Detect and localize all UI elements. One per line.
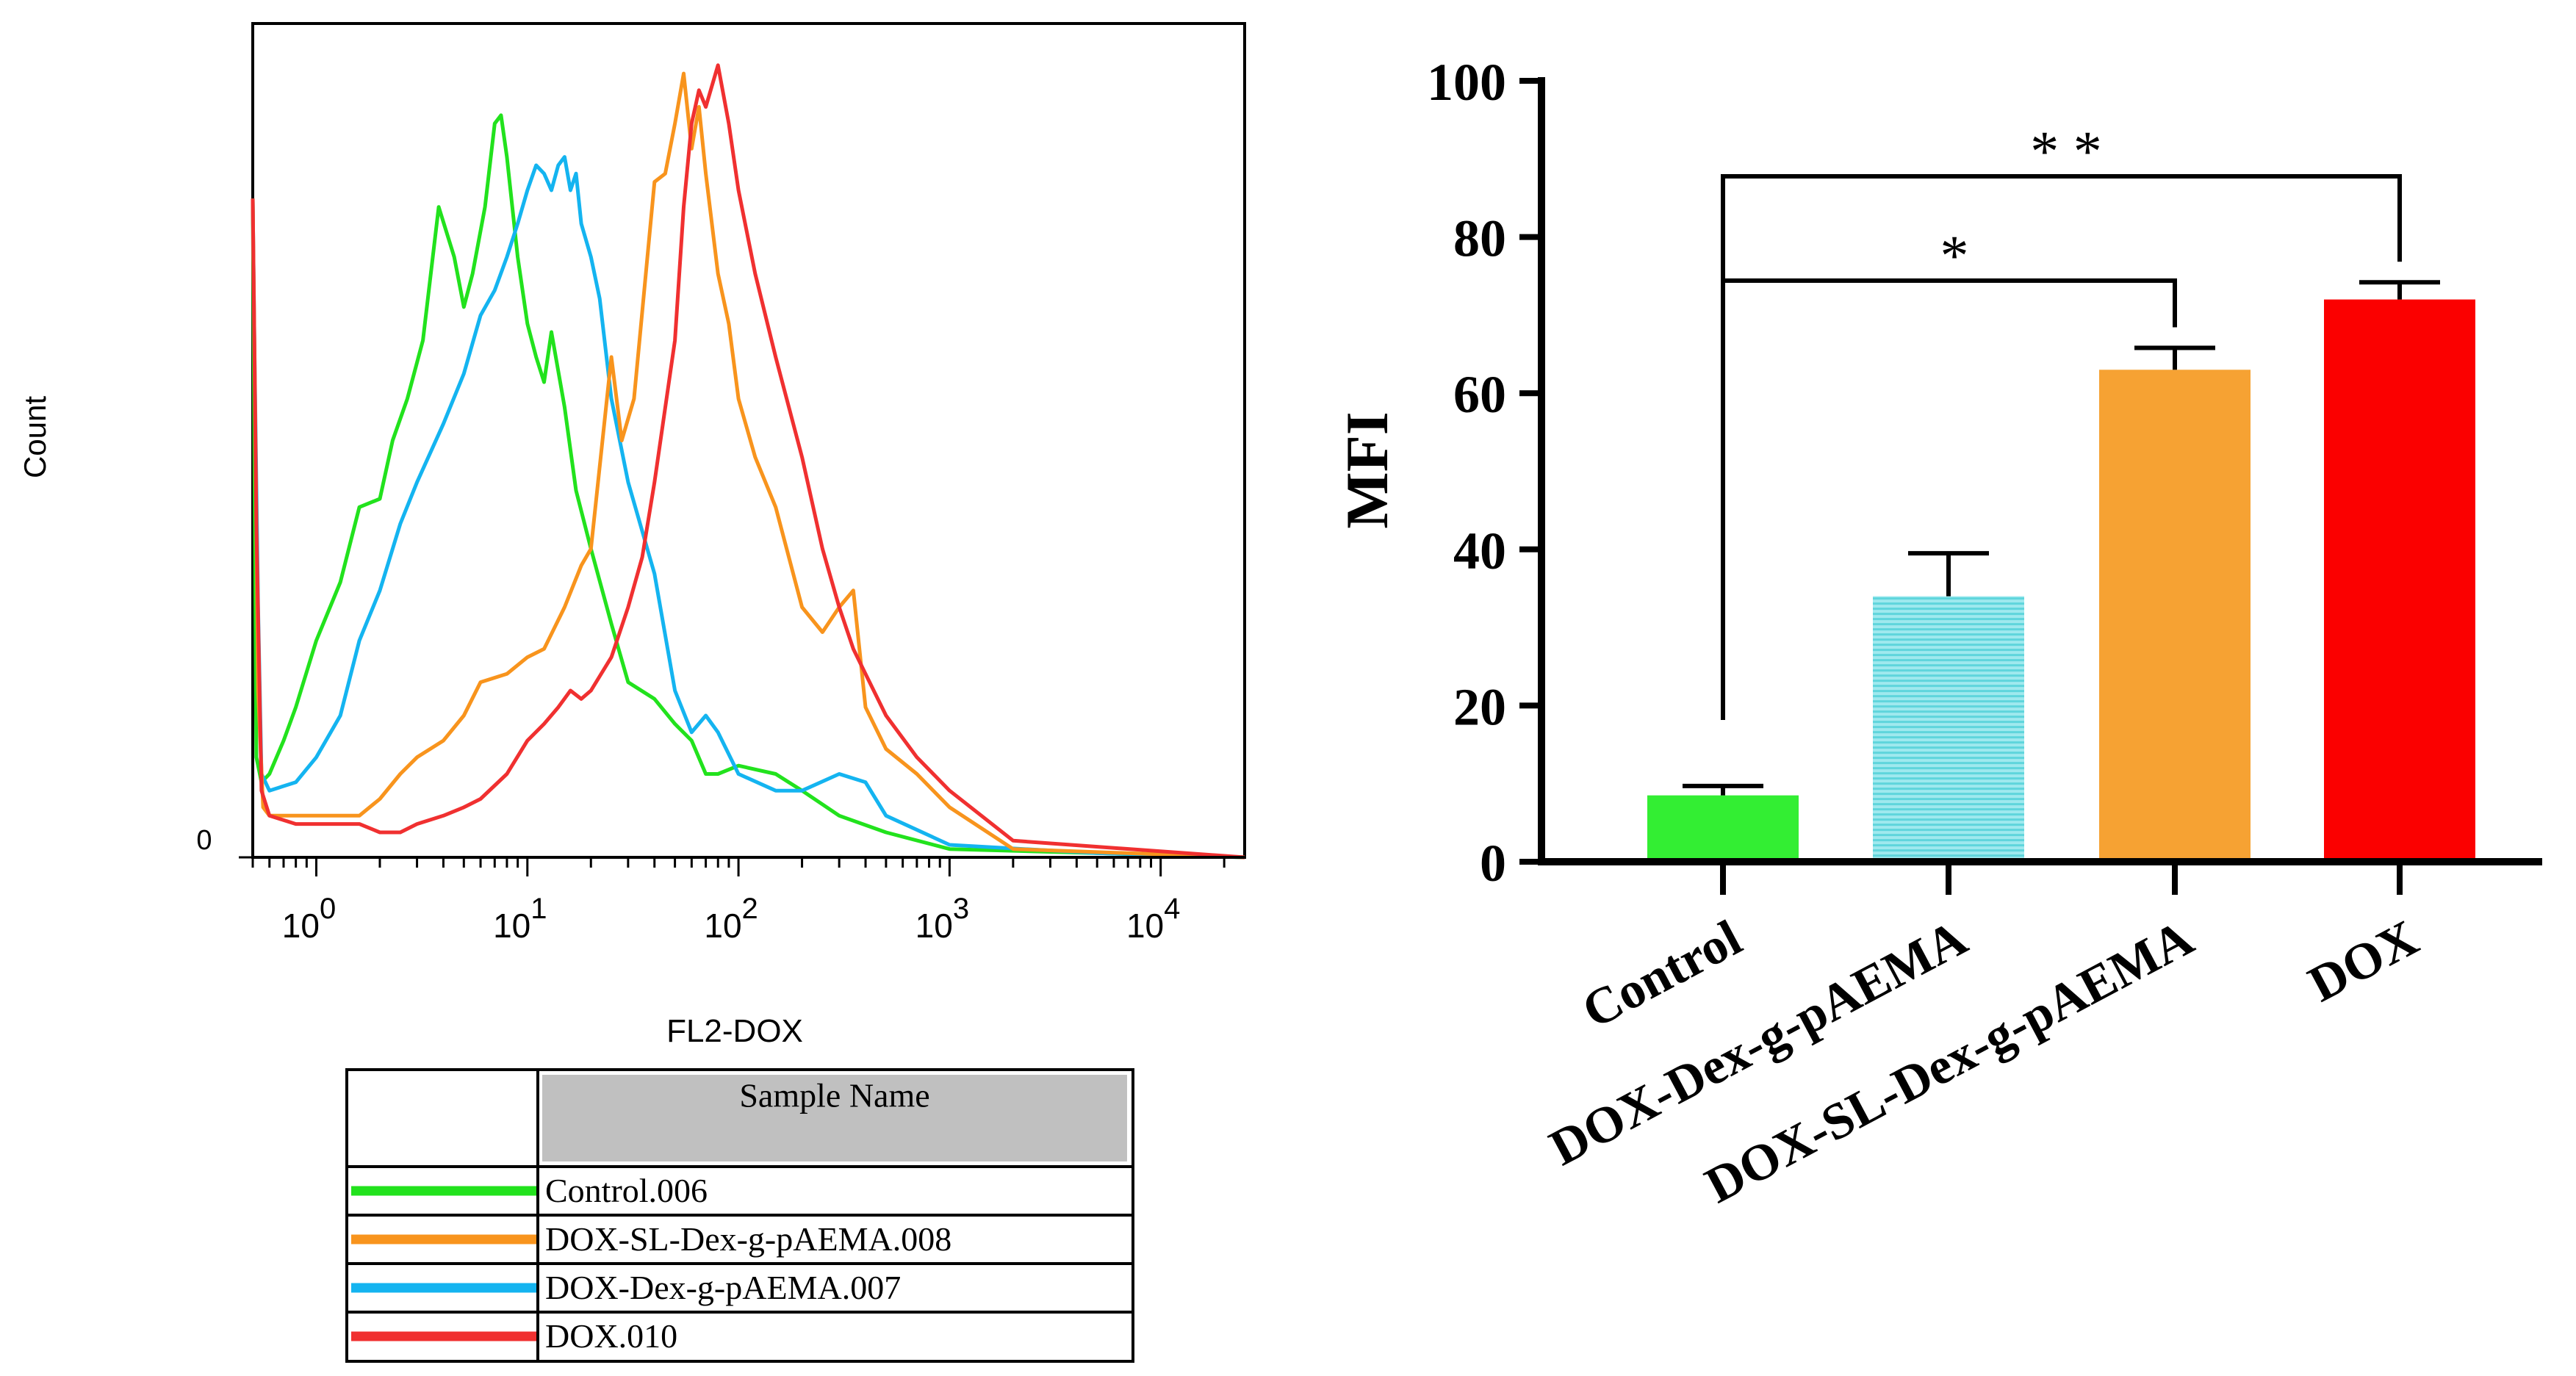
mfi-bar xyxy=(2099,370,2251,862)
mfi-bars xyxy=(1647,299,2475,862)
legend-entry-label: DOX.010 xyxy=(545,1317,677,1355)
significance-label: * * xyxy=(2030,119,2102,183)
histogram-x-tick-label: 100 xyxy=(282,893,336,945)
significance-label: * xyxy=(1940,223,1969,287)
mfi-x-tick-labels: ControlDOX-Dex-g-pAEMADOX-SL-Dex-g-pAEMA… xyxy=(1541,909,2427,1214)
mfi-x-tick-label: DOX xyxy=(2300,909,2428,1013)
significance-bracket xyxy=(1721,174,2402,720)
mfi-y-tick-label: 40 xyxy=(1453,522,1506,580)
mfi-x-tick-label: Control xyxy=(1573,909,1750,1040)
mfi-y-tick-label: 60 xyxy=(1453,365,1506,424)
mfi-bar xyxy=(1647,795,1799,862)
histogram-x-tick-label: 101 xyxy=(493,893,547,945)
histogram-x-tick-label: 104 xyxy=(1126,893,1180,945)
mfi-y-ticks: 0 20 40 60 80 100 xyxy=(1427,53,1541,893)
legend-header-cell xyxy=(539,1072,1130,1164)
histogram-x-ticks xyxy=(251,857,1226,876)
histogram-x-tick-labels: 100 101 102 103 104 xyxy=(282,893,1181,945)
mfi-bar xyxy=(2324,299,2475,862)
histogram-chart: 100 101 102 103 104 0 Count FL2-DOX Sample N… xyxy=(18,22,1246,1363)
mfi-y-tick-label: 80 xyxy=(1453,209,1506,268)
mfi-y-tick-label: 100 xyxy=(1427,53,1506,112)
histogram-y-axis-label: Count xyxy=(18,396,52,478)
legend-entry-label: Control.006 xyxy=(545,1172,708,1209)
mfi-error-bars xyxy=(1683,280,2440,796)
mfi-bar xyxy=(1873,596,2024,862)
legend-rows: Control.006 DOX-SL-Dex-g-pAEMA.008 DOX-Dex… xyxy=(351,1172,951,1355)
legend-entry-label: DOX-Dex-g-pAEMA.007 xyxy=(545,1269,901,1306)
histogram-curves xyxy=(251,63,1245,860)
histogram-x-tick-label: 102 xyxy=(704,893,758,945)
mfi-y-tick-label: 0 xyxy=(1480,834,1506,893)
histogram-x-axis-label: FL2-DOX xyxy=(666,1013,803,1049)
histogram-y-tick-label: 0 xyxy=(196,825,212,856)
histogram-series-dox-dex-g-paema-007 xyxy=(251,155,1245,860)
legend-entry-label: DOX-SL-Dex-g-pAEMA.008 xyxy=(545,1220,951,1258)
histogram-x-tick-label: 103 xyxy=(915,893,969,945)
histogram-series-dox-sl-dex-g-paema-008 xyxy=(251,71,1245,860)
histogram-legend-table: Sample Name Control.006 DOX-SL-Dex-g-pAEM… xyxy=(345,1068,1134,1363)
histogram-series-dox-010 xyxy=(251,63,1245,860)
mfi-x-ticks xyxy=(1720,862,2403,895)
mfi-y-tick-label: 20 xyxy=(1453,677,1506,736)
mfi-y-axis-label: MFI xyxy=(1334,411,1400,528)
significance-brackets: * * * xyxy=(1721,119,2402,720)
legend-header-label: Sample Name xyxy=(739,1077,929,1114)
